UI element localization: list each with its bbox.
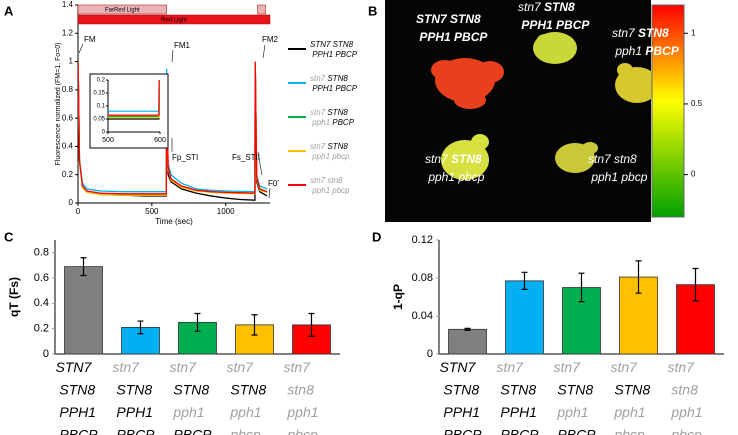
error-bar <box>635 260 642 294</box>
light-label: Red Light <box>161 18 187 24</box>
y-tick-label: 0 <box>43 348 49 360</box>
x-tick-label: 0 <box>76 207 81 216</box>
error-bar <box>251 314 258 336</box>
light-bar <box>257 4 266 15</box>
x-tick-label: 1000 <box>217 207 235 216</box>
inset-y-tick-label: 0.05 <box>93 117 105 123</box>
x-tick-label: stn7 STN8 pph1 pbcp <box>611 359 651 435</box>
annotation: Fs_STII <box>232 153 260 162</box>
annotation: Fp_STI <box>172 153 198 162</box>
legend-label: stn7 STN8 PPH1 PBCP <box>310 74 358 93</box>
y-tick-label: 0.04 <box>412 310 433 322</box>
light-label: FarRed Light <box>105 8 140 14</box>
y-axis-label: Fluorescence normalized (FM=1, Fo=0) <box>55 43 62 166</box>
x-tick-label: stn7 STN8 pph1 PBCP <box>554 359 597 435</box>
panel-letter: C <box>4 229 14 244</box>
x-tick-label: STN7 STN8 PPH1 PBCP <box>440 359 483 435</box>
y-tick-label: 0.6 <box>62 113 74 122</box>
error-bar <box>464 327 471 331</box>
x-tick-label: stn7 STN8 PPH1 PBCP <box>113 359 156 435</box>
inset-x-tick-label: 600 <box>154 137 166 144</box>
y-tick-label: 0.8 <box>62 85 74 94</box>
y-tick-label: 0.8 <box>34 247 49 259</box>
annotation: F0' <box>268 179 279 188</box>
legend-label: stn7 stn8 pph1 pbcp <box>310 176 350 195</box>
y-tick-label: 1.2 <box>62 28 74 37</box>
annotation-arrow <box>171 49 174 63</box>
legend-label: STN7 STN8 PPH1 PBCP <box>310 40 358 59</box>
plants <box>431 32 659 180</box>
y-tick-label: 0 <box>69 198 74 207</box>
x-tick-label: stn7 stn8 pph1 pbcp <box>284 359 319 435</box>
bar <box>448 328 487 355</box>
error-bar <box>692 267 699 302</box>
x-tick-label: STN7 STN8 PPH1 PBCP <box>56 359 99 435</box>
y-tick-label: 0.2 <box>62 170 74 179</box>
bar <box>64 266 103 355</box>
y-tick-label: 0.12 <box>412 234 433 246</box>
y-tick-label: 0.4 <box>34 297 49 309</box>
x-tick-label: stn7 STN8 pph1 PBCP <box>170 359 213 435</box>
bar <box>505 280 544 355</box>
y-tick-label: 1.4 <box>62 0 74 9</box>
annotation-arrow <box>268 187 271 199</box>
panel-letter: B <box>368 3 377 18</box>
plant-label: stn7 STN8 PPH1 PBCP <box>518 0 590 32</box>
panel-letter: A <box>4 3 14 18</box>
annotation: FM1 <box>174 41 191 50</box>
error-bar <box>194 312 201 332</box>
plant-label: stn7 STN8 pph1 pbcp <box>425 152 485 184</box>
plant-label: stn7 stn8 pph1 pbcp <box>588 152 648 184</box>
photo-background <box>385 0 651 222</box>
error-bar <box>137 320 144 335</box>
inset-y-tick-label: 0.2 <box>97 78 106 84</box>
legend-label: stn7 STN8 pph1 pbcp <box>310 142 350 161</box>
y-tick-label: 0.4 <box>62 142 74 151</box>
error-bar <box>80 257 87 277</box>
y-axis-label: 1-qP <box>391 284 405 310</box>
annotation-arrow <box>78 43 84 54</box>
annotation: FM <box>84 35 96 44</box>
x-tick-label: stn7 stn8 pph1 pbcp <box>668 359 703 435</box>
y-tick-label: 0 <box>427 348 433 360</box>
x-tick-label: stn7 STN8 PPH1 PBCP <box>497 359 540 435</box>
error-bar <box>578 272 585 303</box>
error-bar <box>521 271 528 290</box>
light-bar <box>77 14 271 25</box>
y-tick-label: 0.08 <box>412 272 433 284</box>
bar <box>292 324 331 355</box>
error-bar <box>308 312 315 337</box>
inset-y-tick-label: 0.1 <box>97 104 106 110</box>
legend-label: stn7 STN8 pph1 PBCP <box>310 108 355 127</box>
colorbar-tick-label: 0.5 <box>691 99 703 108</box>
annotation: FM2 <box>262 35 279 44</box>
y-tick-label: 0.2 <box>34 323 49 335</box>
panel-letter: D <box>372 229 381 244</box>
annotation-arrow <box>262 44 266 59</box>
y-axis-label: qT (Fs) <box>7 277 21 317</box>
inset-y-tick-label: 0.15 <box>93 91 105 97</box>
plant-label: STN7 STN8 PPH1 PBCP <box>416 12 488 44</box>
colorbar <box>651 4 685 218</box>
plant-label: stn7 STN8 pph1 PBCP <box>612 26 680 58</box>
x-tick-label: stn7 STN8 pph1 pbcp <box>227 359 267 435</box>
inset-x-tick-label: 500 <box>102 137 114 144</box>
x-axis-label: Time (sec) <box>155 217 193 226</box>
inset-y-tick-label: 0 <box>102 130 106 136</box>
light-bar <box>77 4 167 15</box>
y-tick-label: 1 <box>69 57 74 66</box>
x-tick-label: 500 <box>145 207 159 216</box>
y-tick-label: 0.6 <box>34 272 49 284</box>
annotation-arrow <box>257 151 263 176</box>
colorbar-tick-label: 1 <box>691 28 696 37</box>
colorbar-tick-label: 0 <box>691 170 696 179</box>
